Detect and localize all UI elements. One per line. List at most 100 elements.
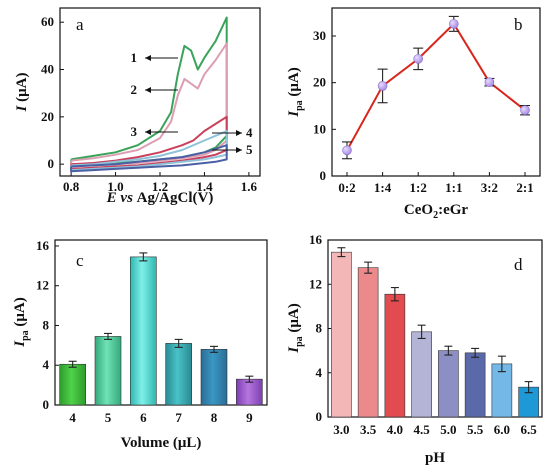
panel-c-letter: c <box>76 251 84 270</box>
ratio-point <box>413 54 424 64</box>
panel-a-xtick-label: 1.2 <box>152 179 168 194</box>
panel-c-ytick-label: 16 <box>36 238 50 253</box>
curve-label-text: 1 <box>131 50 138 65</box>
panel-c-frame <box>54 239 268 406</box>
panel-d-bars <box>331 247 539 418</box>
panel-c-xtick-label: 9 <box>246 410 253 425</box>
curve-label-1: 1 <box>131 50 178 65</box>
panel-c-xtick-label: 6 <box>140 410 147 425</box>
panel-b-xtick-label: 1:2 <box>410 180 427 195</box>
panel-b-ytick-label: 30 <box>313 28 326 43</box>
volume-error-bar <box>68 360 77 368</box>
volume-bar <box>94 336 122 406</box>
ph-bar <box>384 293 406 418</box>
panel-c-xtick-label: 4 <box>69 410 76 425</box>
panel-d-xtick-label: 4.5 <box>414 422 431 437</box>
panel-d-xtick-label: 4.0 <box>387 422 403 437</box>
panel-d-xtick-label: 6.0 <box>494 422 510 437</box>
panel-d-ticks: 0 4 8 12 16 3.0 3.5 4.0 4.5 5.0 5.5 6.0 6.5 <box>309 232 537 437</box>
curve-label-text: 5 <box>246 142 253 157</box>
panel-d-ytick-label: 4 <box>316 365 323 380</box>
panel-c-bars <box>59 252 263 406</box>
volume-bar <box>59 363 86 406</box>
panel-b-ytick-label: 20 <box>313 75 326 90</box>
panel-b-ytick-label: 10 <box>313 121 326 136</box>
panel-c-xlabel: Volume (μL) <box>121 435 202 451</box>
panel-d-xtick-label: 3.0 <box>333 422 349 437</box>
panel-a-curve-labels: 1 2 3 4 5 <box>131 50 254 157</box>
panel-b-frame <box>331 7 541 177</box>
volume-bar <box>130 256 157 406</box>
panel-a-xtick-label: 1.0 <box>107 179 123 194</box>
panel-c-ylabel: Ipa (μA) <box>12 297 31 347</box>
volume-bar <box>165 343 192 406</box>
panel-c-ytick-label: 0 <box>43 397 50 412</box>
ph-error-bar <box>524 381 533 394</box>
cv-curve-2 <box>70 42 228 168</box>
panel-d-xtick-label: 5.0 <box>440 422 456 437</box>
panel-d-xtick-label: 3.5 <box>360 422 377 437</box>
panel-d: 0 4 8 12 16 3.0 3.5 4.0 4.5 5.0 5.5 6.0 6.5 d pH Ipa… <box>286 232 543 466</box>
ph-error-bar <box>471 347 480 358</box>
volume-bar <box>200 349 228 406</box>
panel-a: 0.8 1.0 1.2 1.4 1.6 0 20 40 60 1 2 3 4 5 a E vs Ag/A… <box>14 7 261 206</box>
panel-d-ytick-label: 8 <box>316 321 323 336</box>
panel-b-ticks: 0:2 1:4 1:2 1:1 3:2 2:1 0 10 20 30 <box>313 28 534 195</box>
curve-arrow-head <box>236 147 242 153</box>
panel-b-xtick-label: 3:2 <box>481 180 498 195</box>
panel-c-ytick-label: 4 <box>43 357 50 372</box>
panel-b-xtick-label: 1:4 <box>374 180 392 195</box>
panel-c-xtick-label: 7 <box>175 410 182 425</box>
ph-bar <box>438 350 459 418</box>
volume-error-bar <box>139 252 148 262</box>
panel-d-ytick-label: 12 <box>309 276 322 291</box>
panel-c-ticks: 0 4 8 12 16 4 5 6 7 8 9 <box>36 238 253 425</box>
ratio-line <box>346 22 526 151</box>
ratio-point <box>520 105 530 115</box>
ratio-point <box>448 19 459 29</box>
panel-a-ytick-label: 20 <box>41 109 54 124</box>
panel-a-frame <box>59 7 261 177</box>
panel-b: 0:2 1:4 1:2 1:1 3:2 2:1 0 10 20 30 b CeO2:eGr Ipa… <box>286 7 541 221</box>
ph-error-bar <box>497 355 506 373</box>
ratio-point <box>342 145 352 156</box>
volume-error-bar <box>210 345 218 353</box>
panel-b-ylabel: Ipa (μA) <box>286 67 305 117</box>
panel-d-xtick-label: 5.5 <box>467 422 484 437</box>
ph-error-bar <box>444 345 453 356</box>
panel-b-letter: b <box>514 15 523 34</box>
panel-c-xtick-label: 8 <box>211 410 218 425</box>
curve-arrow-head <box>145 129 151 135</box>
curve-label-3: 3 <box>131 124 178 139</box>
panel-d-xtick-label: 6.5 <box>521 422 538 437</box>
panel-a-ylabel: I (μA) <box>14 73 30 113</box>
volume-bar <box>236 378 263 406</box>
panel-a-ytick-label: 40 <box>41 62 54 77</box>
volume-error-bar <box>245 375 254 383</box>
volume-error-bar <box>104 332 112 340</box>
panel-a-ytick-label: 60 <box>41 14 54 29</box>
panel-b-xtick-label: 1:1 <box>445 180 462 195</box>
curve-arrow-head <box>145 87 151 93</box>
panel-a-letter: a <box>76 15 84 34</box>
ph-bar <box>411 331 432 418</box>
ph-error-bar <box>390 287 399 302</box>
panel-d-letter: d <box>514 255 523 274</box>
volume-error-bar <box>174 338 183 348</box>
curve-arrow-head <box>236 130 242 136</box>
panel-c-ytick-label: 12 <box>36 278 49 293</box>
panel-b-xtick-label: 2:1 <box>516 180 533 195</box>
panel-a-xtick-label: 1.6 <box>241 179 258 194</box>
panel-d-ylabel: Ipa (μA) <box>286 303 305 353</box>
ratio-point <box>484 77 495 87</box>
panel-b-xlabel: CeO2:eGr <box>404 202 468 221</box>
panel-c: 0 4 8 12 16 4 5 6 7 8 9 c Volume (μL) Ipa (μA) <box>12 238 268 451</box>
panel-c-ytick-label: 8 <box>43 317 50 332</box>
panel-d-xlabel: pH <box>425 450 445 466</box>
curve-label-text: 3 <box>131 124 138 139</box>
panel-a-xtick-label: 1.4 <box>196 179 213 194</box>
panel-a-ticks: 0.8 1.0 1.2 1.4 1.6 0 20 40 60 <box>41 14 258 194</box>
panel-b-ytick-label: 0 <box>320 168 327 183</box>
curve-label-text: 2 <box>131 82 138 97</box>
cv-curve-5 <box>70 144 228 173</box>
